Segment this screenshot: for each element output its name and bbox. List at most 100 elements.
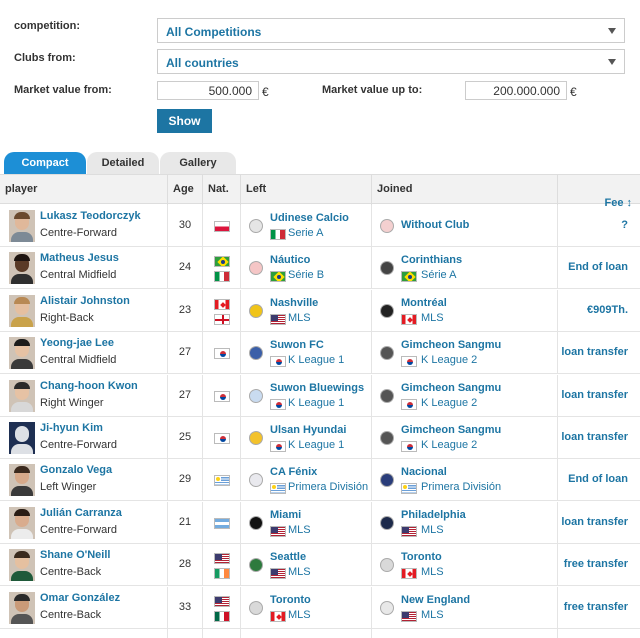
joined-club-logo[interactable] bbox=[380, 219, 394, 233]
left-club-link[interactable]: Ulsan Hyundai bbox=[270, 424, 347, 436]
left-club-link[interactable]: Miami bbox=[270, 508, 302, 521]
transfer-fee-link[interactable]: ? bbox=[621, 219, 628, 231]
player-name-link[interactable]: Ji-hyun Kim bbox=[40, 422, 103, 434]
column-header-fee[interactable]: Fee ↕ bbox=[604, 197, 632, 209]
left-league-link[interactable]: MLS bbox=[288, 311, 311, 324]
joined-league-link[interactable]: MLS bbox=[421, 608, 444, 621]
left-club-link[interactable]: Seattle bbox=[270, 551, 307, 564]
player-name-link[interactable]: Gonzalo Vega bbox=[40, 464, 113, 477]
left-club-logo[interactable] bbox=[249, 346, 263, 361]
column-header-age[interactable]: Age bbox=[168, 175, 203, 205]
left-league-link[interactable]: Serie A bbox=[288, 227, 324, 239]
joined-club-link[interactable]: Gimcheon Sangmu bbox=[401, 339, 502, 352]
left-club-link[interactable]: Toronto bbox=[270, 593, 311, 606]
joined-club-link[interactable]: Nacional bbox=[401, 466, 447, 479]
joined-club-link[interactable]: Corinthians bbox=[401, 254, 463, 267]
joined-club-logo[interactable] bbox=[380, 261, 394, 276]
player-name-link[interactable]: Alistair Johnston bbox=[40, 294, 130, 307]
player-name-link[interactable]: Matheus Jesus bbox=[40, 252, 119, 265]
player-name-link[interactable]: Chang-hoon Kwon bbox=[40, 379, 138, 392]
joined-club-logo[interactable] bbox=[380, 600, 394, 615]
joined-club-logo[interactable] bbox=[380, 388, 394, 403]
joined-league-link[interactable]: K League 2 bbox=[421, 396, 478, 409]
left-club-logo[interactable] bbox=[249, 219, 263, 233]
joined-club-logo[interactable] bbox=[380, 431, 394, 445]
tab-detailed[interactable]: Detailed bbox=[87, 152, 159, 174]
player-photo[interactable] bbox=[9, 379, 35, 412]
joined-club-link[interactable]: Philadelphia bbox=[401, 508, 466, 521]
player-photo[interactable] bbox=[9, 252, 35, 285]
left-league-link[interactable]: K League 1 bbox=[288, 354, 345, 367]
left-league-link[interactable]: MLS bbox=[288, 608, 311, 621]
player-photo[interactable] bbox=[9, 464, 35, 497]
player-photo[interactable] bbox=[9, 591, 35, 624]
left-club-logo[interactable] bbox=[249, 558, 263, 573]
show-button[interactable]: Show bbox=[157, 109, 212, 133]
left-club-logo[interactable] bbox=[249, 473, 263, 488]
left-club-link[interactable]: Suwon Bluewings bbox=[270, 381, 365, 394]
player-name-link[interactable]: Shane O'Neill bbox=[40, 549, 111, 562]
player-photo[interactable] bbox=[9, 337, 35, 370]
player-photo[interactable] bbox=[9, 506, 35, 539]
joined-club-logo[interactable] bbox=[380, 473, 394, 488]
left-club-link[interactable]: Udinese Calcio bbox=[270, 212, 349, 224]
transfer-fee-link[interactable]: loan transfer bbox=[561, 346, 628, 359]
column-header-left[interactable]: Left bbox=[241, 175, 372, 205]
left-league-link[interactable]: Série B bbox=[288, 269, 325, 282]
left-club-link[interactable]: Suwon FC bbox=[270, 339, 324, 352]
joined-club-logo[interactable] bbox=[380, 303, 394, 318]
left-league-link[interactable]: Primera División bbox=[288, 481, 369, 494]
joined-club-link[interactable]: Toronto bbox=[401, 551, 442, 564]
tab-compact[interactable]: Compact bbox=[4, 152, 86, 174]
joined-club-link[interactable]: Without Club bbox=[401, 219, 470, 231]
left-club-link[interactable]: Náutico bbox=[270, 254, 311, 267]
left-league-link[interactable]: K League 1 bbox=[288, 396, 345, 409]
joined-league-link[interactable]: K League 2 bbox=[421, 354, 478, 367]
left-club-logo[interactable] bbox=[249, 388, 263, 403]
joined-league-link[interactable]: K League 2 bbox=[421, 439, 478, 451]
player-photo[interactable] bbox=[9, 549, 35, 582]
player-photo[interactable] bbox=[9, 422, 35, 454]
left-club-logo[interactable] bbox=[249, 303, 263, 318]
competition-select[interactable]: All Competitions bbox=[157, 18, 625, 43]
left-club-logo[interactable] bbox=[249, 431, 263, 445]
joined-club-link[interactable]: Gimcheon Sangmu bbox=[401, 424, 502, 436]
joined-club-logo[interactable] bbox=[380, 346, 394, 361]
player-name-link[interactable]: Lukasz Teodorczyk bbox=[40, 210, 141, 222]
player-photo[interactable] bbox=[9, 294, 35, 327]
player-name-link[interactable]: Yeong-jae Lee bbox=[40, 337, 114, 350]
left-league-link[interactable]: K League 1 bbox=[288, 439, 345, 451]
transfer-fee-link[interactable]: loan transfer bbox=[561, 515, 628, 528]
player-name-link[interactable]: Julián Carranza bbox=[40, 506, 122, 519]
joined-club-link[interactable]: Gimcheon Sangmu bbox=[401, 381, 502, 394]
column-header-joined[interactable]: Joined bbox=[372, 175, 558, 205]
joined-league-link[interactable]: MLS bbox=[421, 523, 444, 536]
transfer-fee-link[interactable]: End of loan bbox=[568, 261, 628, 274]
transfer-fee-link[interactable]: loan transfer bbox=[561, 388, 628, 401]
joined-league-link[interactable]: Primera División bbox=[421, 481, 502, 494]
market-value-to-input[interactable]: 200.000.000 bbox=[465, 81, 567, 100]
joined-league-link[interactable]: MLS bbox=[421, 566, 444, 579]
player-name-link[interactable]: Omar González bbox=[40, 591, 121, 604]
left-club-logo[interactable] bbox=[249, 600, 263, 615]
tab-gallery[interactable]: Gallery bbox=[160, 152, 236, 174]
joined-club-logo[interactable] bbox=[380, 515, 394, 530]
joined-club-logo[interactable] bbox=[380, 558, 394, 573]
joined-club-link[interactable]: New England bbox=[401, 593, 471, 606]
joined-league-link[interactable]: Série A bbox=[421, 269, 457, 282]
transfer-fee-link[interactable]: €909Th. bbox=[587, 303, 628, 316]
left-league-link[interactable]: MLS bbox=[288, 523, 311, 536]
left-league-link[interactable]: MLS bbox=[288, 566, 311, 579]
joined-club-link[interactable]: Montréal bbox=[401, 296, 447, 309]
transfer-fee-link[interactable]: loan transfer bbox=[561, 431, 628, 443]
clubs-from-select[interactable]: All countries bbox=[157, 49, 625, 74]
player-photo[interactable] bbox=[9, 210, 35, 242]
transfer-fee-link[interactable]: End of loan bbox=[568, 473, 628, 486]
transfer-fee-link[interactable]: free transfer bbox=[563, 600, 628, 613]
left-club-link[interactable]: CA Fénix bbox=[270, 466, 318, 479]
transfer-fee-link[interactable]: free transfer bbox=[563, 558, 628, 571]
left-club-logo[interactable] bbox=[249, 515, 263, 530]
left-club-link[interactable]: Nashville bbox=[270, 296, 319, 309]
left-club-logo[interactable] bbox=[249, 261, 263, 276]
market-value-from-input[interactable]: 500.000 bbox=[157, 81, 259, 100]
